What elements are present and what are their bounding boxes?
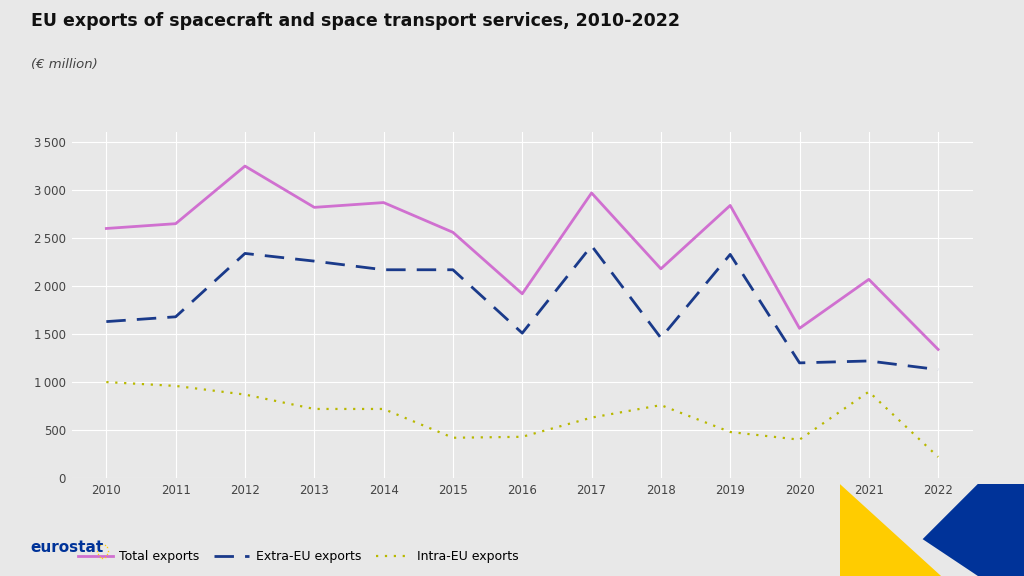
Polygon shape — [923, 484, 1024, 576]
Text: (€ million): (€ million) — [31, 58, 97, 71]
Text: eurostat: eurostat — [31, 540, 104, 555]
Legend: Total exports, Extra-EU exports, Intra-EU exports: Total exports, Extra-EU exports, Intra-E… — [78, 550, 519, 563]
Text: EU exports of spacecraft and space transport services, 2010-2022: EU exports of spacecraft and space trans… — [31, 12, 680, 29]
Polygon shape — [840, 484, 941, 576]
